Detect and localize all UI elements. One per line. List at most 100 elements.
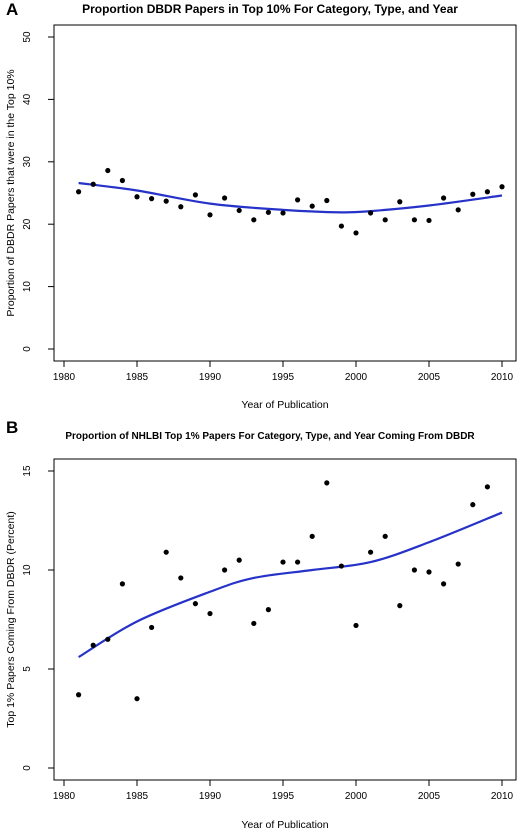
x-tick-label: 1985 <box>126 372 149 383</box>
y-axis-label-a: Proportion of DBDR Papers that were in t… <box>5 69 17 316</box>
data-point <box>295 559 301 565</box>
data-point <box>484 484 490 490</box>
data-point <box>411 567 417 573</box>
data-point <box>192 192 198 198</box>
data-point <box>134 194 140 200</box>
data-point <box>338 563 344 569</box>
x-tick-label: 2005 <box>418 372 441 383</box>
x-axis-label-b: Year of Publication <box>241 819 328 831</box>
data-point <box>105 636 111 642</box>
data-point <box>163 198 169 204</box>
x-tick-label: 1990 <box>199 372 222 383</box>
y-axis-label-b: Top 1% Papers Coming From DBDR (Percent) <box>5 511 17 728</box>
data-point <box>353 230 359 236</box>
y-axis-b: 0 5 10 15 <box>22 465 54 771</box>
data-point <box>149 624 155 631</box>
y-tick-label: 50 <box>22 31 33 43</box>
chart-panel-a: A Proportion DBDR Papers in Top 10% For … <box>0 0 520 418</box>
data-point <box>309 203 315 209</box>
data-point <box>470 502 476 508</box>
data-point <box>338 223 344 229</box>
data-point <box>280 559 286 565</box>
data-point <box>382 217 388 223</box>
data-point <box>295 197 301 203</box>
y-tick-label: 20 <box>22 218 33 230</box>
data-point <box>426 217 432 224</box>
data-point <box>119 177 125 184</box>
data-point <box>90 181 96 187</box>
data-point <box>178 204 184 210</box>
data-point <box>441 195 447 201</box>
x-tick-label: 1995 <box>272 372 295 383</box>
panel-letter-a: A <box>6 0 19 19</box>
chart-title-a: Proportion DBDR Papers in Top 10% For Ca… <box>82 2 458 16</box>
data-point <box>134 696 140 702</box>
data-point <box>207 212 213 218</box>
data-point <box>353 622 359 629</box>
data-point <box>251 217 257 223</box>
data-points-a <box>76 167 505 236</box>
data-point <box>265 607 271 613</box>
data-point <box>251 620 257 627</box>
chart-panel-b: B Proportion of NHLBI Top 1% Papers For … <box>0 418 520 837</box>
data-point <box>265 209 271 215</box>
chart-title-b: Proportion of NHLBI Top 1% Papers For Ca… <box>65 431 475 442</box>
y-tick-label: 30 <box>22 156 33 168</box>
x-tick-label: 1980 <box>53 372 76 383</box>
scatter-plot-a: 1980 1985 1990 1995 2000 2005 2010 0 10 20 30 40 50 Y… <box>5 24 517 411</box>
plot-frame-a <box>53 24 517 362</box>
data-point <box>76 692 82 698</box>
data-point <box>499 184 505 190</box>
data-point <box>207 610 213 617</box>
data-point <box>368 210 374 216</box>
data-point <box>426 569 432 575</box>
data-point <box>397 199 403 205</box>
panel-letter-b: B <box>6 418 19 437</box>
data-point <box>222 567 228 573</box>
data-point <box>411 217 417 223</box>
x-tick-label: 2005 <box>418 791 441 802</box>
data-point <box>368 549 374 555</box>
y-tick-label: 10 <box>22 281 33 293</box>
y-axis-a: 0 10 20 30 40 50 <box>22 31 54 352</box>
x-tick-label: 2000 <box>345 791 368 802</box>
data-point <box>309 533 315 539</box>
y-tick-label: 5 <box>22 666 33 672</box>
data-point <box>455 207 461 213</box>
data-point <box>280 210 286 216</box>
data-point <box>324 197 330 204</box>
trend-line-b <box>78 511 503 659</box>
x-axis-b: 1980 1985 1990 1995 2000 2005 2010 <box>53 780 514 802</box>
plot-frame-b <box>53 458 517 781</box>
data-point <box>470 191 476 197</box>
data-point <box>178 575 184 581</box>
data-point <box>163 549 169 555</box>
trend-line-a <box>78 181 503 214</box>
data-point <box>455 561 461 567</box>
data-point <box>236 207 242 214</box>
data-point <box>105 167 111 174</box>
data-point <box>441 581 447 587</box>
y-tick-label: 40 <box>22 93 33 105</box>
data-point <box>76 189 82 195</box>
data-point <box>192 601 198 607</box>
y-tick-label: 15 <box>22 465 33 477</box>
y-tick-label: 10 <box>22 564 33 576</box>
x-tick-label: 2010 <box>491 791 514 802</box>
x-tick-label: 1990 <box>199 791 222 802</box>
data-point <box>236 557 242 563</box>
x-tick-label: 2010 <box>491 372 514 383</box>
x-tick-label: 1995 <box>272 791 295 802</box>
y-tick-label: 0 <box>22 765 33 771</box>
x-tick-label: 1980 <box>53 791 76 802</box>
x-tick-label: 2000 <box>345 372 368 383</box>
y-tick-label: 0 <box>22 346 33 352</box>
data-point <box>222 195 228 201</box>
data-point <box>484 189 490 195</box>
x-tick-label: 1985 <box>126 791 149 802</box>
x-axis-label-a: Year of Publication <box>241 399 328 411</box>
scatter-plot-b: 1980 1985 1990 1995 2000 2005 2010 0 5 10 15 Year o… <box>5 458 517 831</box>
x-axis-a: 1980 1985 1990 1995 2000 2005 2010 <box>53 361 514 383</box>
data-point <box>397 603 403 609</box>
data-point <box>324 480 330 486</box>
